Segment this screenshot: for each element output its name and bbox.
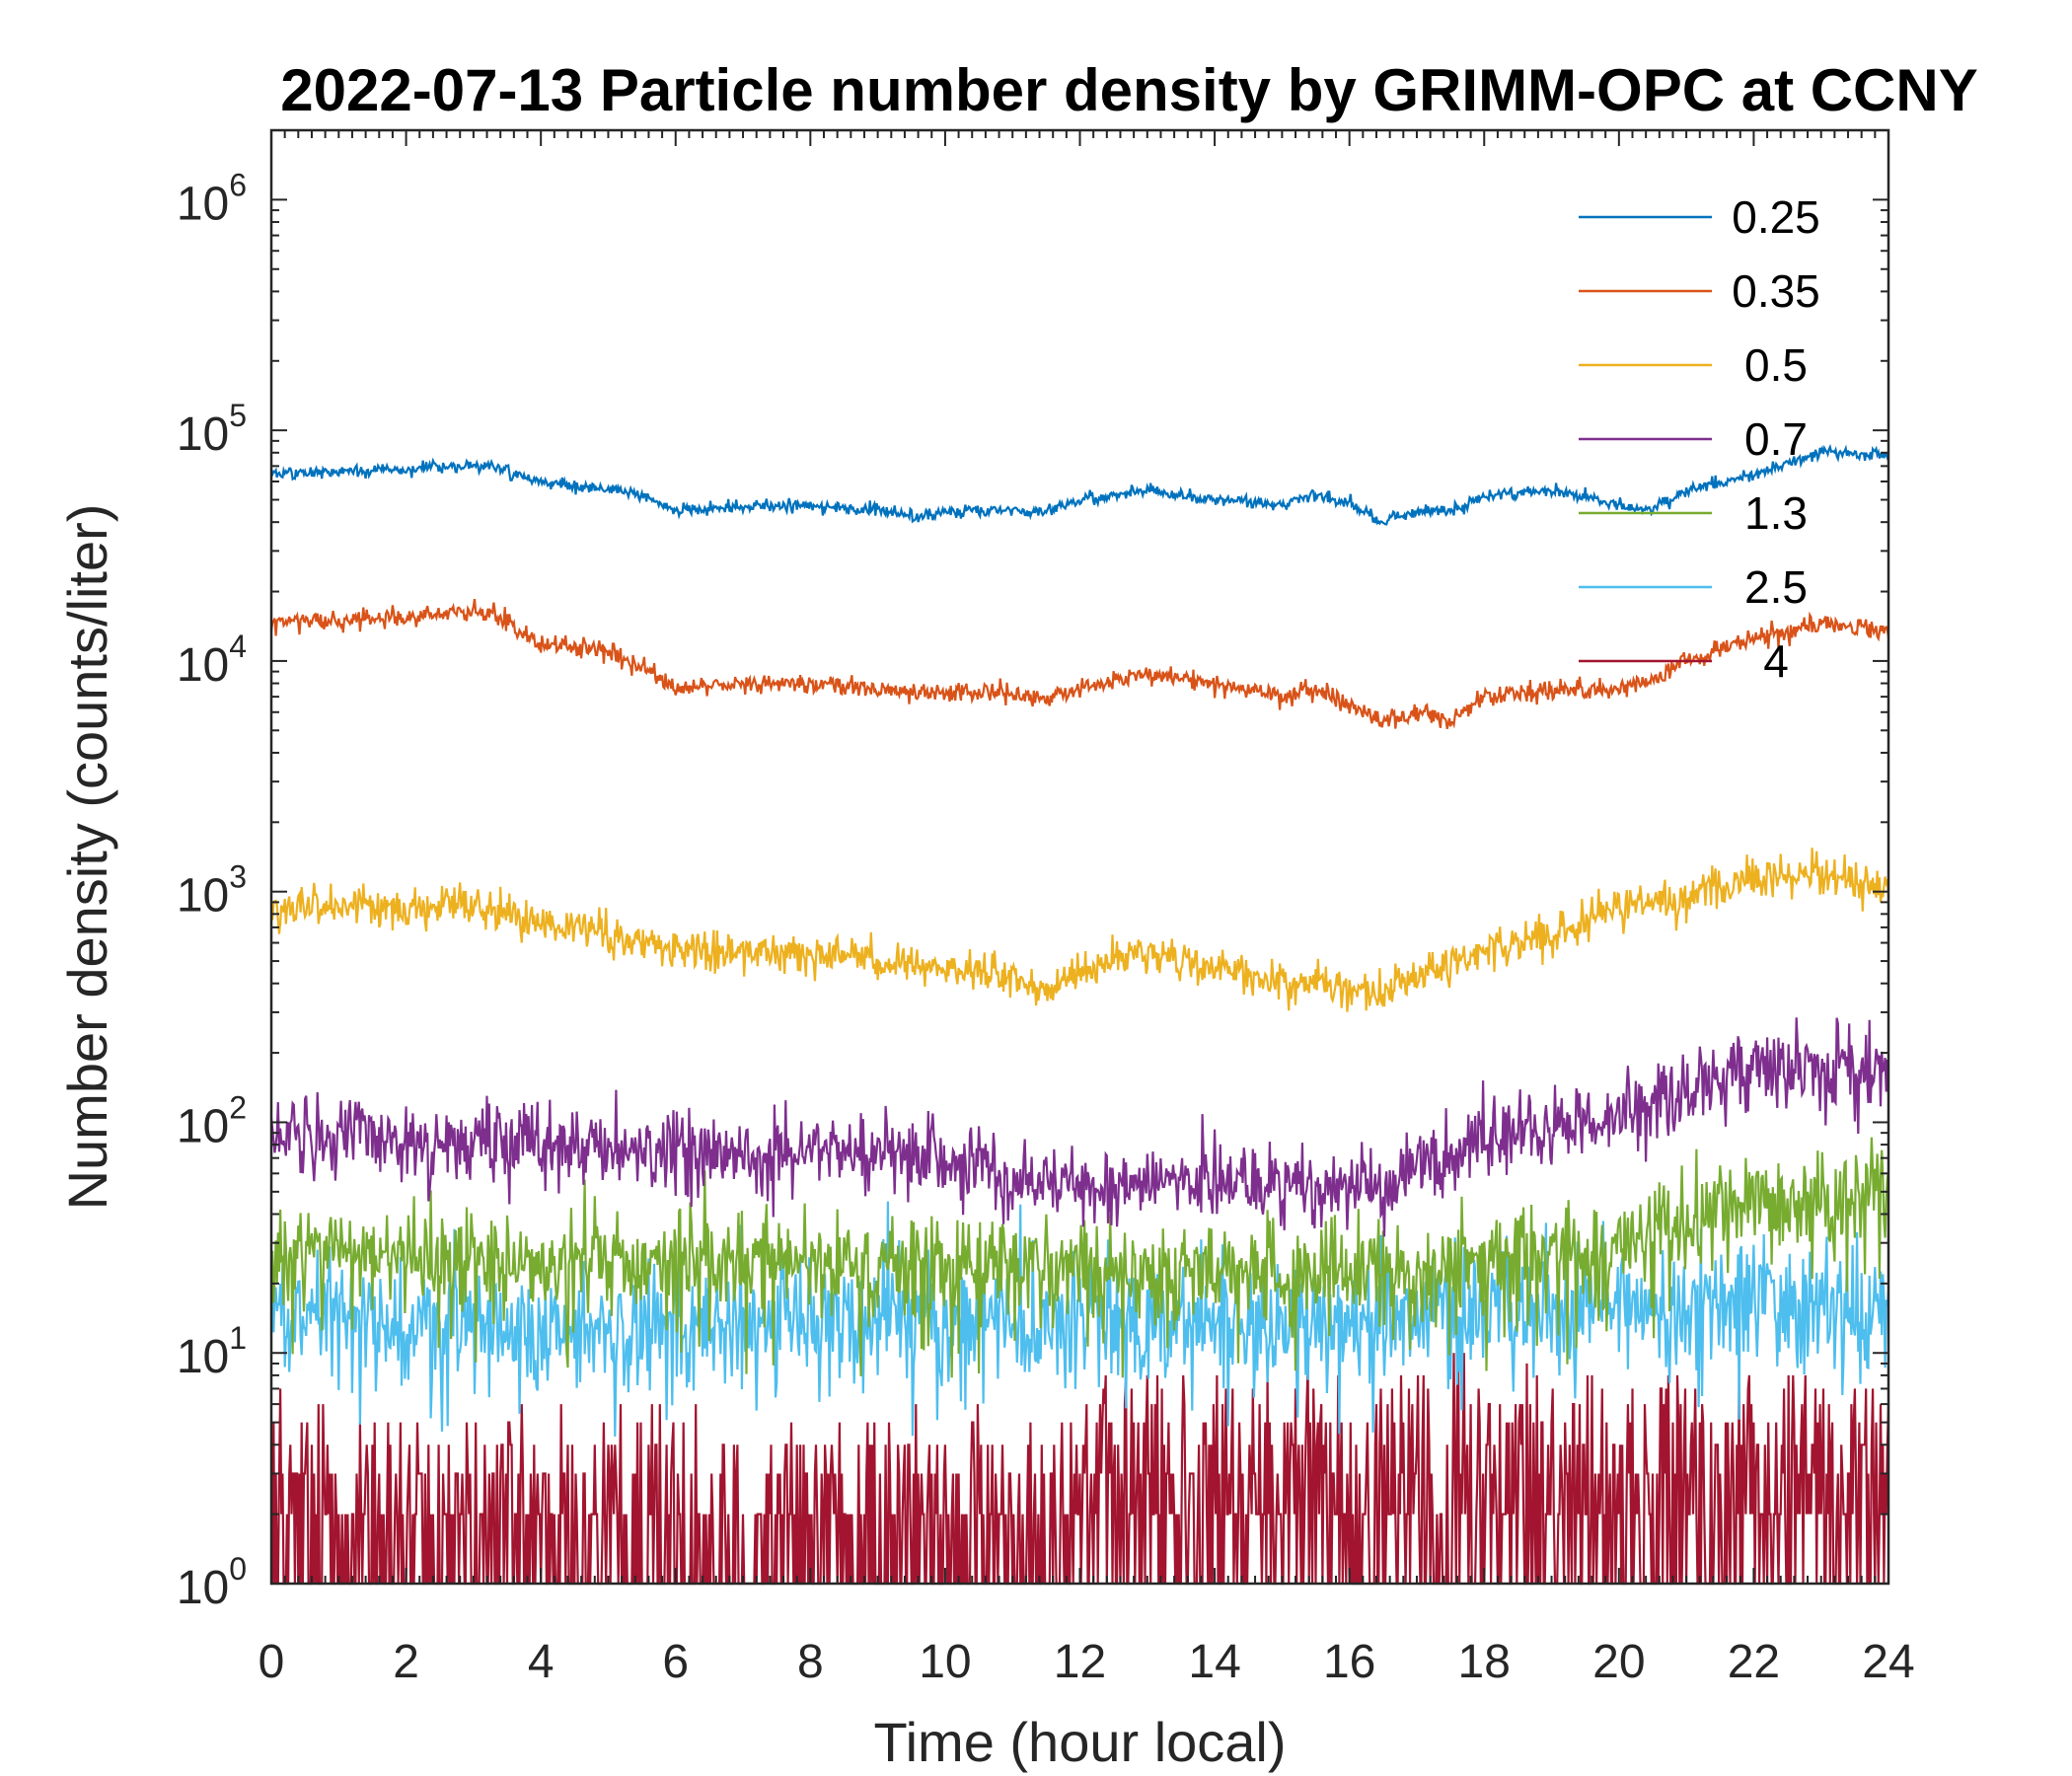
x-tick-label: 6 (662, 1636, 689, 1688)
x-tick-label: 4 (528, 1636, 555, 1688)
legend: 0.25 0.35 0.5 0.7 1.3 2.5 4 (1579, 191, 1820, 687)
x-tick-labels: 0 2 4 6 8 10 12 14 16 18 20 22 24 (259, 1636, 1915, 1688)
series-line-1-3 (269, 1137, 1890, 1378)
legend-label: 0.7 (1744, 413, 1808, 465)
x-tick-label: 16 (1323, 1636, 1375, 1688)
x-tick-label: 22 (1728, 1636, 1780, 1688)
x-tick-label: 0 (259, 1636, 285, 1688)
series-line-0-25 (270, 443, 1890, 526)
legend-label: 1.3 (1744, 487, 1808, 539)
x-tick-label: 20 (1592, 1636, 1645, 1688)
y-tick-label: 106 (177, 167, 247, 230)
ticks-layer (270, 129, 1889, 1585)
legend-label: 4 (1763, 635, 1789, 687)
legend-label: 2.5 (1744, 561, 1808, 613)
series-line-0-7 (269, 1017, 1890, 1237)
series-line-0-35 (269, 598, 1890, 729)
y-tick-label: 101 (177, 1320, 247, 1383)
y-tick-label: 100 (177, 1551, 247, 1614)
x-tick-label: 14 (1188, 1636, 1240, 1688)
x-axis-label: Time (hour local) (873, 1711, 1286, 1773)
x-tick-label: 10 (919, 1636, 971, 1688)
y-axis-label: Number density (counts/liter) (56, 504, 118, 1211)
legend-label: 0.5 (1744, 339, 1808, 391)
x-tick-label: 24 (1862, 1636, 1914, 1688)
x-tick-label: 2 (393, 1636, 419, 1688)
series-line-0-5 (269, 848, 1890, 1012)
x-tick-label: 12 (1054, 1636, 1106, 1688)
y-tick-labels: 100 101 102 103 104 105 106 (177, 167, 247, 1614)
legend-label: 0.35 (1732, 265, 1820, 317)
chart-title: 2022-07-13 Particle number density by GR… (280, 57, 1978, 123)
y-tick-label: 104 (177, 629, 247, 692)
y-tick-label: 102 (177, 1089, 247, 1152)
y-tick-label: 105 (177, 398, 247, 461)
x-tick-label: 18 (1458, 1636, 1511, 1688)
x-tick-label: 8 (797, 1636, 824, 1688)
y-tick-label: 103 (177, 859, 247, 923)
legend-label: 0.25 (1732, 191, 1820, 243)
